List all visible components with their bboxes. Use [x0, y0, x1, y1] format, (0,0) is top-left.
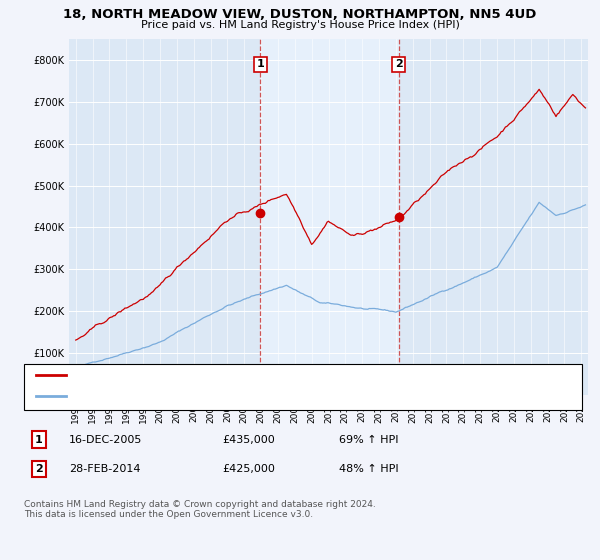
Text: Price paid vs. HM Land Registry's House Price Index (HPI): Price paid vs. HM Land Registry's House …	[140, 20, 460, 30]
Text: 48% ↑ HPI: 48% ↑ HPI	[339, 464, 398, 474]
Text: 1: 1	[35, 435, 43, 445]
Text: 69% ↑ HPI: 69% ↑ HPI	[339, 435, 398, 445]
Text: HPI: Average price, detached house, West Northamptonshire: HPI: Average price, detached house, West…	[72, 391, 369, 401]
Text: £435,000: £435,000	[222, 435, 275, 445]
Text: 1: 1	[257, 59, 264, 69]
Bar	[260, 39, 398, 395]
Text: Contains HM Land Registry data © Crown copyright and database right 2024.
This d: Contains HM Land Registry data © Crown c…	[24, 500, 376, 519]
Text: 18, NORTH MEADOW VIEW, DUSTON, NORTHAMPTON, NN5 4UD: 18, NORTH MEADOW VIEW, DUSTON, NORTHAMPT…	[64, 8, 536, 21]
Text: 2: 2	[395, 59, 403, 69]
Text: £425,000: £425,000	[222, 464, 275, 474]
Text: 16-DEC-2005: 16-DEC-2005	[69, 435, 142, 445]
Text: 2: 2	[35, 464, 43, 474]
Text: 18, NORTH MEADOW VIEW, DUSTON, NORTHAMPTON, NN5 4UD (detached house): 18, NORTH MEADOW VIEW, DUSTON, NORTHAMPT…	[72, 370, 473, 380]
Text: 28-FEB-2014: 28-FEB-2014	[69, 464, 140, 474]
